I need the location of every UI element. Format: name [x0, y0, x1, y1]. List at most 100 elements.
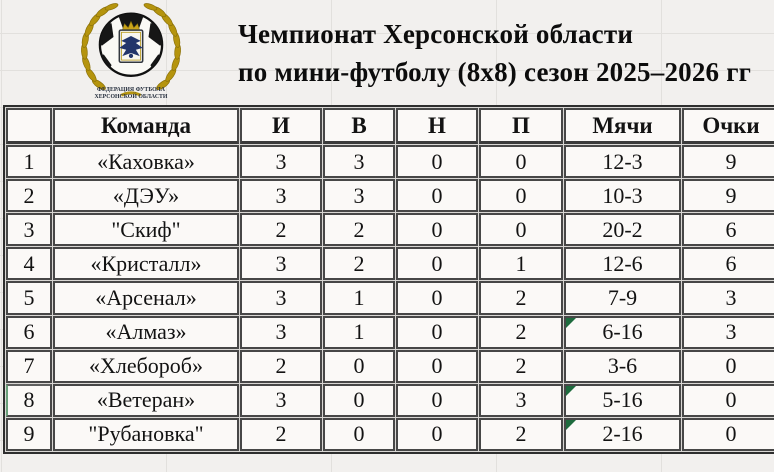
- table-row: 2 «ДЭУ» 3 3 0 0 10-3 9: [6, 179, 774, 213]
- cell-goals[interactable]: 20-2: [564, 213, 681, 247]
- laurel-wreath-icon: [81, 3, 181, 97]
- cell-losses[interactable]: 0: [479, 213, 563, 247]
- cell-losses[interactable]: 3: [479, 383, 563, 417]
- cell-rank[interactable]: 1: [6, 145, 52, 179]
- cell-team[interactable]: «Каховка»: [53, 145, 239, 179]
- cell-team[interactable]: «Алмаз»: [53, 315, 239, 349]
- cell-wins[interactable]: 0: [323, 417, 395, 451]
- cell-losses[interactable]: 1: [479, 247, 563, 281]
- table-row: 7 «Хлебороб» 2 0 0 2 3-6 0: [6, 349, 774, 383]
- green-triangle-icon: [566, 385, 576, 396]
- cell-team[interactable]: «Кристалл»: [53, 247, 239, 281]
- cell-draws[interactable]: 0: [396, 417, 478, 451]
- cell-losses[interactable]: 2: [479, 315, 563, 349]
- cell-team[interactable]: "Рубановка": [53, 417, 239, 451]
- table-row: 5 «Арсенал» 3 1 0 2 7-9 3: [6, 281, 774, 315]
- cell-goals[interactable]: 12-6: [564, 247, 681, 281]
- cell-played[interactable]: 2: [240, 417, 322, 451]
- cell-played[interactable]: 3: [240, 383, 322, 417]
- cell-goals[interactable]: 6-16: [564, 315, 681, 349]
- header-row: Команда И В Н П Мячи Очки: [6, 108, 774, 144]
- cell-team[interactable]: «Хлебороб»: [53, 349, 239, 383]
- column-header-losses[interactable]: П: [479, 108, 563, 144]
- cell-draws[interactable]: 0: [396, 179, 478, 213]
- cell-rank[interactable]: 2: [6, 179, 52, 213]
- cell-wins[interactable]: 0: [323, 349, 395, 383]
- cell-draws[interactable]: 0: [396, 145, 478, 179]
- column-header-team[interactable]: Команда: [53, 108, 239, 144]
- cell-rank[interactable]: 9: [6, 417, 52, 451]
- table-row: 9 "Рубановка" 2 0 0 2 2-16 0: [6, 417, 774, 451]
- cell-losses[interactable]: 2: [479, 281, 563, 315]
- column-header-goals[interactable]: Мячи: [564, 108, 681, 144]
- cell-draws[interactable]: 0: [396, 383, 478, 417]
- cell-points[interactable]: 6: [682, 247, 774, 281]
- cell-played[interactable]: 3: [240, 179, 322, 213]
- logo-caption-line2: ХЕРСОНСКОЙ ОБЛАСТИ: [95, 92, 168, 100]
- cell-points[interactable]: 3: [682, 315, 774, 349]
- table-row: 8 «Ветеран» 3 0 0 3 5-16 0: [6, 383, 774, 417]
- cell-goals[interactable]: 7-9: [564, 281, 681, 315]
- cell-points[interactable]: 9: [682, 145, 774, 179]
- cell-draws[interactable]: 0: [396, 315, 478, 349]
- cell-goals[interactable]: 10-3: [564, 179, 681, 213]
- cell-team[interactable]: «ДЭУ»: [53, 179, 239, 213]
- cell-played[interactable]: 3: [240, 315, 322, 349]
- cell-team[interactable]: "Скиф": [53, 213, 239, 247]
- cell-goals[interactable]: 3-6: [564, 349, 681, 383]
- cell-played[interactable]: 3: [240, 247, 322, 281]
- cell-rank[interactable]: 5: [6, 281, 52, 315]
- table-row: 6 «Алмаз» 3 1 0 2 6-16 3: [6, 315, 774, 349]
- cell-rank[interactable]: 8: [6, 383, 52, 417]
- column-header-wins[interactable]: В: [323, 108, 395, 144]
- logo-caption-line1: ФЕДЕРАЦИЯ ФУТБОЛА: [97, 87, 166, 93]
- column-header-rank[interactable]: [6, 108, 52, 144]
- cell-rank[interactable]: 4: [6, 247, 52, 281]
- cell-losses[interactable]: 2: [479, 349, 563, 383]
- cell-played[interactable]: 2: [240, 213, 322, 247]
- cell-played[interactable]: 2: [240, 349, 322, 383]
- cell-wins[interactable]: 2: [323, 247, 395, 281]
- cell-played[interactable]: 3: [240, 145, 322, 179]
- page-title-line2: по мини-футболу (8х8) сезон 2025–2026 гг: [238, 57, 752, 87]
- cell-rank[interactable]: 3: [6, 213, 52, 247]
- cell-points[interactable]: 6: [682, 213, 774, 247]
- green-triangle-icon: [566, 419, 576, 430]
- column-header-draws[interactable]: Н: [396, 108, 478, 144]
- logo-caption: ФЕДЕРАЦИЯ ФУТБОЛА ХЕРСОНСКОЙ ОБЛАСТИ: [95, 87, 168, 100]
- cell-wins[interactable]: 1: [323, 315, 395, 349]
- column-header-points[interactable]: Очки: [682, 108, 774, 144]
- cell-draws[interactable]: 0: [396, 349, 478, 383]
- coat-of-arms-icon: [118, 20, 144, 63]
- cell-rank[interactable]: 7: [6, 349, 52, 383]
- cell-draws[interactable]: 0: [396, 247, 478, 281]
- cell-losses[interactable]: 2: [479, 417, 563, 451]
- cell-played[interactable]: 3: [240, 281, 322, 315]
- cell-wins[interactable]: 3: [323, 179, 395, 213]
- green-triangle-icon: [566, 317, 576, 328]
- cell-wins[interactable]: 3: [323, 145, 395, 179]
- cell-wins[interactable]: 2: [323, 213, 395, 247]
- cell-goals[interactable]: 2-16: [564, 417, 681, 451]
- cell-wins[interactable]: 1: [323, 281, 395, 315]
- cell-goals[interactable]: 5-16: [564, 383, 681, 417]
- cell-points[interactable]: 9: [682, 179, 774, 213]
- cell-losses[interactable]: 0: [479, 179, 563, 213]
- table-row: 4 «Кристалл» 3 2 0 1 12-6 6: [6, 247, 774, 281]
- cell-points[interactable]: 0: [682, 383, 774, 417]
- cell-points[interactable]: 0: [682, 417, 774, 451]
- cell-wins[interactable]: 0: [323, 383, 395, 417]
- cell-points[interactable]: 0: [682, 349, 774, 383]
- table-row: 3 "Скиф" 2 2 0 0 20-2 6: [6, 213, 774, 247]
- cell-draws[interactable]: 0: [396, 281, 478, 315]
- cell-losses[interactable]: 0: [479, 145, 563, 179]
- federation-logo-icon: ФЕДЕРАЦИЯ ФУТБОЛА ХЕРСОНСКОЙ ОБЛАСТИ: [81, 3, 181, 100]
- cell-draws[interactable]: 0: [396, 213, 478, 247]
- column-header-played[interactable]: И: [240, 108, 322, 144]
- cell-goals[interactable]: 12-3: [564, 145, 681, 179]
- cell-team[interactable]: «Ветеран»: [53, 383, 239, 417]
- cell-points[interactable]: 3: [682, 281, 774, 315]
- cell-team[interactable]: «Арсенал»: [53, 281, 239, 315]
- cell-rank[interactable]: 6: [6, 315, 52, 349]
